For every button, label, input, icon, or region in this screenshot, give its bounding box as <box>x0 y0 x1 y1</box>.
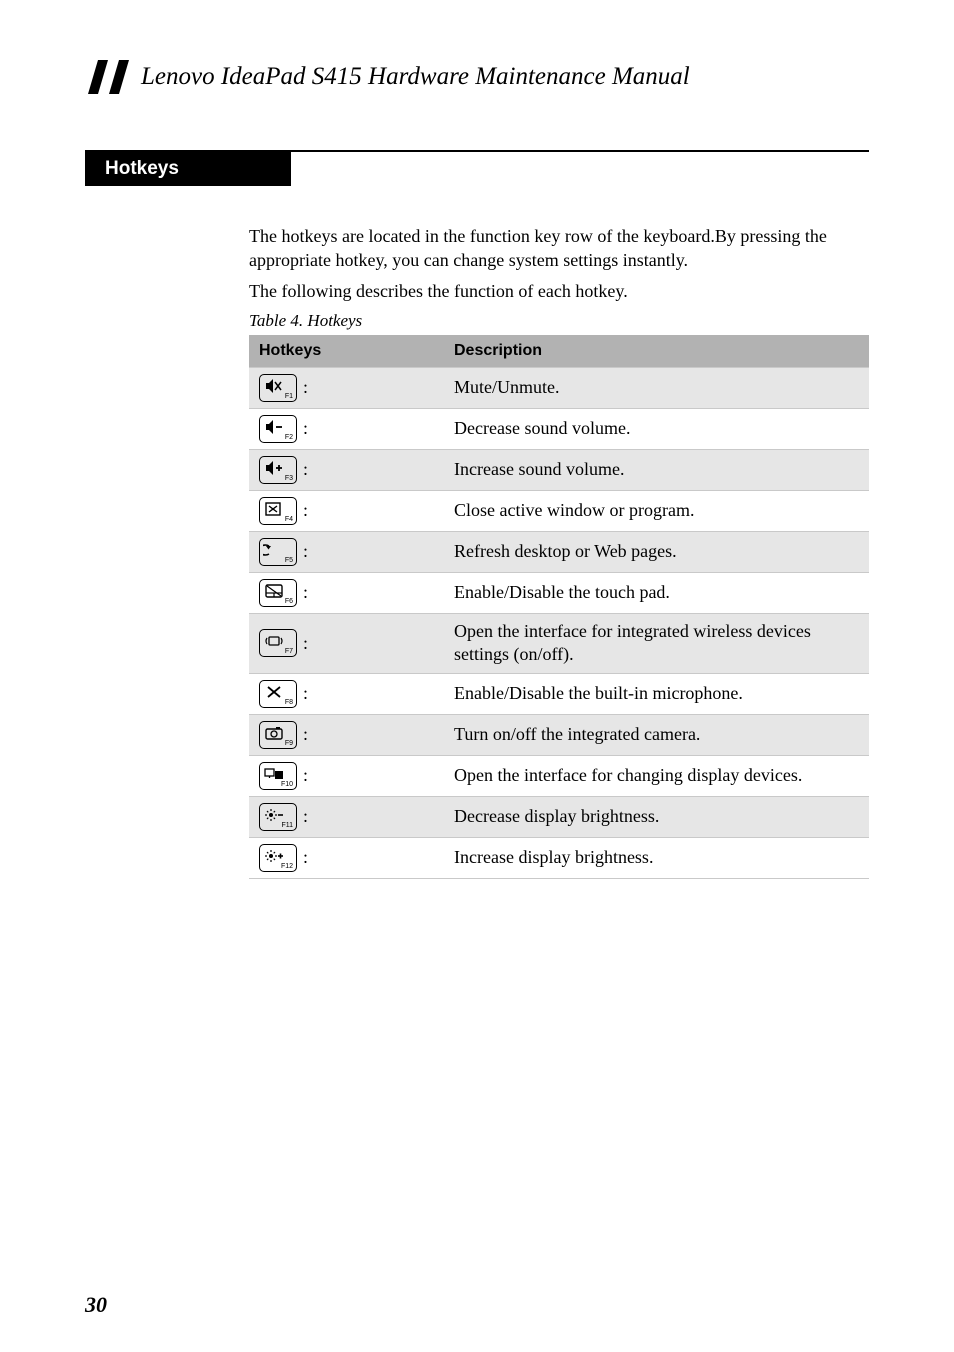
fn-label: F2 <box>285 434 293 441</box>
hotkey-cell: F1: <box>249 367 444 408</box>
table-row: F6:Enable/Disable the touch pad. <box>249 572 869 613</box>
keycap: F11 <box>259 803 297 831</box>
keycap: F10 <box>259 762 297 790</box>
description-cell: Close active window or program. <box>444 490 869 531</box>
content-area: The hotkeys are located in the function … <box>85 224 869 879</box>
description-cell: Decrease sound volume. <box>444 408 869 449</box>
table-row: F3:Increase sound volume. <box>249 449 869 490</box>
description-cell: Enable/Disable the built-in microphone. <box>444 673 869 714</box>
intro-paragraph-2: The following describes the function of … <box>249 279 869 303</box>
fn-label: F7 <box>285 648 293 655</box>
hotkey-cell: F5: <box>249 531 444 572</box>
fn-label: F8 <box>285 699 293 706</box>
hotkey-cell: F9: <box>249 714 444 755</box>
table-row: F7:Open the interface for integrated wir… <box>249 613 869 673</box>
hotkey-cell: F7: <box>249 613 444 673</box>
colon: : <box>303 723 308 746</box>
col-hotkeys: Hotkeys <box>249 335 444 368</box>
fn-label: F9 <box>285 740 293 747</box>
page-number: 30 <box>85 1292 107 1318</box>
camera-icon <box>263 724 285 742</box>
colon: : <box>303 417 308 440</box>
touchpad-icon <box>263 582 285 600</box>
fn-label: F6 <box>285 598 293 605</box>
col-description: Description <box>444 335 869 368</box>
colon: : <box>303 632 308 655</box>
fn-label: F12 <box>281 863 293 870</box>
keycap: F1 <box>259 374 297 402</box>
description-cell: Refresh desktop or Web pages. <box>444 531 869 572</box>
colon: : <box>303 499 308 522</box>
colon: : <box>303 458 308 481</box>
table-row: F2:Decrease sound volume. <box>249 408 869 449</box>
description-cell: Increase display brightness. <box>444 837 869 878</box>
table-caption: Table 4. Hotkeys <box>249 311 869 331</box>
description-cell: Enable/Disable the touch pad. <box>444 572 869 613</box>
colon: : <box>303 764 308 787</box>
keycap: F12 <box>259 844 297 872</box>
page: Lenovo IdeaPad S415 Hardware Maintenance… <box>0 0 954 1352</box>
hotkey-cell: F6: <box>249 572 444 613</box>
table-row: F11:Decrease display brightness. <box>249 796 869 837</box>
colon: : <box>303 581 308 604</box>
section-bar: Hotkeys <box>85 150 869 186</box>
fn-label: F3 <box>285 475 293 482</box>
hotkey-cell: F4: <box>249 490 444 531</box>
fn-label: F1 <box>285 393 293 400</box>
description-cell: Increase sound volume. <box>444 449 869 490</box>
fn-label: F5 <box>285 557 293 564</box>
hotkey-cell: F8: <box>249 673 444 714</box>
description-cell: Mute/Unmute. <box>444 367 869 408</box>
mute-icon <box>263 377 285 395</box>
manual-title: Lenovo IdeaPad S415 Hardware Maintenance… <box>141 63 690 91</box>
description-cell: Turn on/off the integrated camera. <box>444 714 869 755</box>
fn-label: F4 <box>285 516 293 523</box>
wireless-icon <box>263 632 285 650</box>
table-row: F4:Close active window or program. <box>249 490 869 531</box>
keycap: F9 <box>259 721 297 749</box>
section-title: Hotkeys <box>85 152 291 186</box>
keycap: F4 <box>259 497 297 525</box>
keycap: F3 <box>259 456 297 484</box>
vol-down-icon <box>263 418 285 436</box>
table-row: F9:Turn on/off the integrated camera. <box>249 714 869 755</box>
hotkeys-table: Hotkeys Description F1:Mute/Unmute.F2:De… <box>249 335 869 879</box>
mic-off-icon <box>263 683 285 701</box>
hotkey-cell: F11: <box>249 796 444 837</box>
fn-label: F11 <box>281 822 293 829</box>
hotkey-cell: F3: <box>249 449 444 490</box>
keycap: F5 <box>259 538 297 566</box>
hotkey-cell: F2: <box>249 408 444 449</box>
keycap: F8 <box>259 680 297 708</box>
keycap: F6 <box>259 579 297 607</box>
table-header-row: Hotkeys Description <box>249 335 869 368</box>
description-cell: Open the interface for integrated wirele… <box>444 613 869 673</box>
vol-up-icon <box>263 459 285 477</box>
keycap: F7 <box>259 629 297 657</box>
colon: : <box>303 376 308 399</box>
table-row: F1:Mute/Unmute. <box>249 367 869 408</box>
fn-label: F10 <box>281 781 293 788</box>
page-header: Lenovo IdeaPad S415 Hardware Maintenance… <box>85 60 869 94</box>
colon: : <box>303 805 308 828</box>
lenovo-slash-icon <box>85 60 133 94</box>
description-cell: Decrease display brightness. <box>444 796 869 837</box>
hotkey-cell: F10: <box>249 755 444 796</box>
close-window-icon <box>263 500 285 518</box>
intro-paragraph-1: The hotkeys are located in the function … <box>249 224 869 273</box>
description-cell: Open the interface for changing display … <box>444 755 869 796</box>
table-row: F12:Increase display brightness. <box>249 837 869 878</box>
hotkey-cell: F12: <box>249 837 444 878</box>
table-row: F10:Open the interface for changing disp… <box>249 755 869 796</box>
table-row: F8:Enable/Disable the built-in microphon… <box>249 673 869 714</box>
colon: : <box>303 846 308 869</box>
table-row: F5:Refresh desktop or Web pages. <box>249 531 869 572</box>
refresh-icon <box>263 541 285 559</box>
keycap: F2 <box>259 415 297 443</box>
colon: : <box>303 540 308 563</box>
colon: : <box>303 682 308 705</box>
